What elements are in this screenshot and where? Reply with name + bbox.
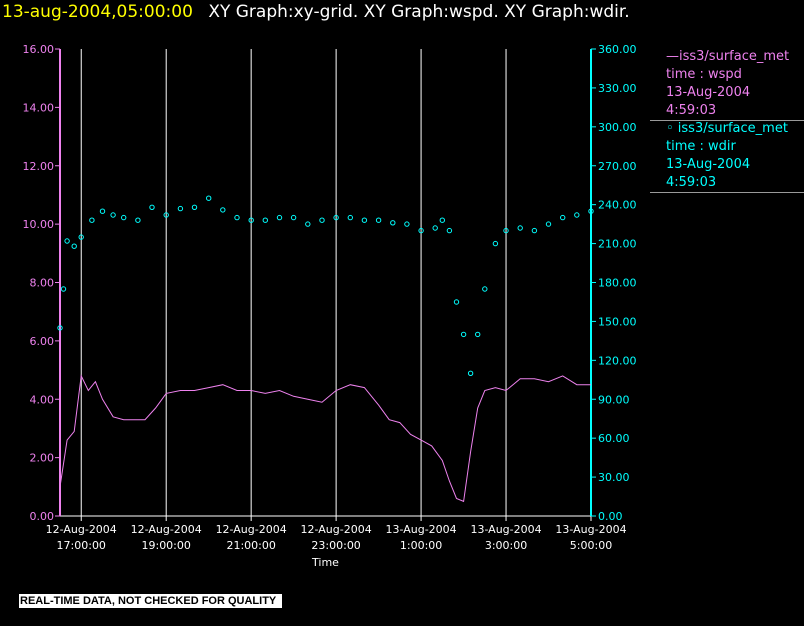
wspd-series-line	[59, 374, 591, 503]
wdir-point	[475, 331, 481, 338]
wdir-point	[110, 212, 116, 218]
wdir-point	[220, 207, 226, 213]
wdir-point	[319, 217, 325, 223]
wdir-point	[276, 214, 283, 221]
legend-separator	[650, 120, 804, 121]
quality-disclaimer: REAL-TIME DATA, NOT CHECKED FOR QUALITY	[19, 594, 283, 608]
right-y-tick-label: 270.00	[598, 160, 637, 173]
legend-wspd-date: 13-Aug-2004	[666, 85, 751, 100]
x-tick-label-date: 13-Aug-2004	[385, 523, 456, 536]
wdir-point	[545, 221, 552, 227]
right-y-tick-label: 60.00	[598, 432, 630, 445]
wdir-point	[290, 214, 297, 221]
legend-wdir-date: 13-Aug-2004	[666, 157, 751, 172]
wdir-point	[517, 225, 523, 231]
wdir-point	[121, 214, 127, 221]
wdir-point	[234, 214, 240, 221]
wdir-point	[78, 234, 84, 240]
wdir-point	[390, 220, 396, 226]
right-y-tick-label: 240.00	[598, 199, 637, 212]
x-tick-label-date: 12-Aug-2004	[46, 523, 117, 536]
legend-wdir-time: 4:59:03	[666, 175, 717, 190]
legend-wspd-field: time : wspd	[666, 67, 742, 82]
wdir-point	[57, 325, 63, 331]
right-y-tick-label: 330.00	[598, 82, 637, 95]
wdir-point	[588, 208, 594, 214]
legend-separator	[650, 192, 804, 193]
x-tick-label-date: 12-Aug-2004	[131, 523, 202, 536]
left-y-tick-label: 2.00	[30, 452, 55, 465]
wdir-point	[503, 227, 509, 234]
wdir-point	[482, 286, 488, 292]
left-y-tick-label: 4.00	[30, 393, 55, 406]
wdir-point	[177, 205, 184, 212]
wdir-point	[439, 217, 445, 223]
left-y-tick-label: 12.00	[23, 160, 55, 173]
wdir-point	[418, 227, 424, 234]
wdir-point	[262, 217, 268, 223]
left-y-tick-label: 16.00	[23, 43, 55, 56]
wdir-point	[492, 240, 499, 247]
legend-wdir-field: time : wdir	[666, 139, 736, 154]
wdir-point	[89, 217, 95, 223]
x-tick-label-time: 5:00:00	[570, 539, 612, 552]
legend-wspd-source: —iss3/surface_met	[666, 49, 790, 64]
wdir-point	[574, 212, 580, 218]
wdir-point	[361, 217, 368, 223]
x-tick-label-time: 1:00:00	[400, 539, 442, 552]
right-y-tick-label: 360.00	[598, 43, 637, 56]
wdir-point	[453, 299, 460, 305]
x-tick-label-time: 21:00:00	[226, 539, 275, 552]
wdir-point	[149, 204, 155, 211]
right-y-tick-label: 120.00	[598, 354, 637, 367]
x-axis-title: Time	[311, 556, 339, 569]
title-bar: 13-aug-2004,05:00:00 XY Graph:xy-grid. X…	[2, 1, 630, 23]
wdir-point	[432, 225, 438, 231]
wdir-point	[305, 221, 311, 227]
x-tick-label-date: 13-Aug-2004	[555, 523, 626, 536]
wdir-point	[191, 204, 198, 211]
x-tick-label-time: 19:00:00	[141, 539, 190, 552]
x-tick-label-date: 13-Aug-2004	[470, 523, 541, 536]
title-timestamp: 13-aug-2004,05:00:00	[2, 2, 193, 22]
wdir-point	[163, 212, 169, 218]
wdir-point	[60, 286, 67, 292]
right-y-tick-label: 210.00	[598, 238, 637, 251]
left-y-tick-label: 14.00	[23, 101, 55, 114]
wdir-point	[135, 217, 141, 223]
right-y-tick-label: 180.00	[598, 277, 637, 290]
wdir-point	[333, 214, 339, 221]
left-y-tick-label: 8.00	[30, 277, 55, 290]
wdir-point	[404, 221, 410, 227]
x-tick-label-time: 3:00:00	[485, 539, 527, 552]
wdir-point	[560, 214, 566, 221]
x-tick-label-time: 23:00:00	[311, 539, 360, 552]
x-tick-label-date: 12-Aug-2004	[216, 523, 287, 536]
left-y-tick-label: 0.00	[30, 510, 55, 523]
wdir-point	[467, 370, 474, 376]
title-graph-list: XY Graph:xy-grid. XY Graph:wspd. XY Grap…	[208, 2, 630, 22]
right-y-tick-label: 90.00	[598, 393, 630, 406]
wdir-point	[531, 227, 538, 234]
wdir-point	[248, 217, 254, 223]
wdir-point	[99, 208, 106, 214]
wdir-point	[64, 238, 70, 244]
wdir-point	[460, 331, 467, 338]
right-y-tick-label: 0.00	[598, 510, 623, 523]
right-y-tick-label: 30.00	[598, 471, 630, 484]
x-tick-label-time: 17:00:00	[57, 539, 106, 552]
legend-wspd-time: 4:59:03	[666, 103, 717, 118]
x-tick-label-date: 12-Aug-2004	[301, 523, 372, 536]
wdir-point	[446, 227, 453, 234]
wdir-point	[347, 214, 353, 221]
wdir-point	[375, 217, 382, 223]
left-y-tick-label: 10.00	[23, 218, 55, 231]
wdir-point	[206, 195, 212, 201]
xy-graph: 12-Aug-2004 17:00:00 12-Aug-2004 19:00:00 12…	[23, 43, 637, 569]
legend-wdir-source: ◦ iss3/surface_met	[666, 121, 788, 136]
right-y-tick-label: 300.00	[598, 121, 637, 134]
left-y-tick-label: 6.00	[30, 335, 55, 348]
right-y-tick-label: 150.00	[598, 315, 637, 328]
wdir-point	[71, 243, 77, 249]
